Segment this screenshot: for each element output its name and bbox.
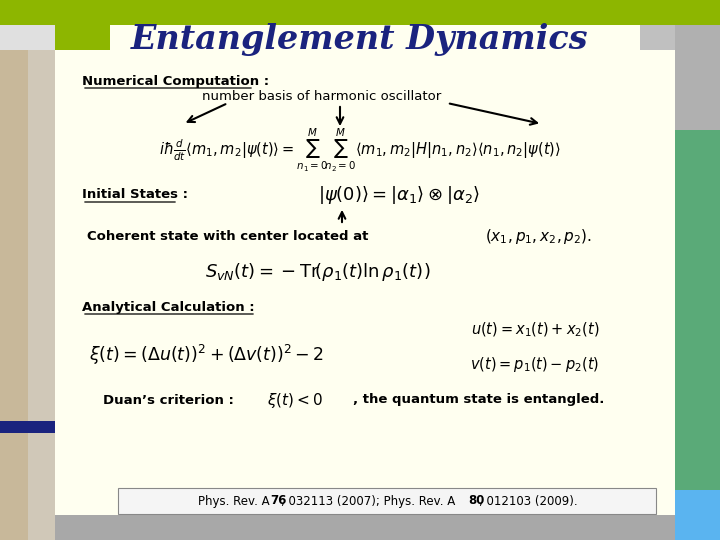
Text: 80: 80 [468,495,485,508]
Text: Phys. Rev. A: Phys. Rev. A [198,495,274,508]
Text: , 032113 (2007); Phys. Rev. A: , 032113 (2007); Phys. Rev. A [281,495,459,508]
Text: , the quantum state is entangled.: , the quantum state is entangled. [353,394,604,407]
Bar [675,0,720,540]
Bar [0,0,28,540]
Text: $|\psi(0)\rangle = |\alpha_1\rangle \otimes |\alpha_2\rangle$: $|\psi(0)\rangle = |\alpha_1\rangle \oti… [318,184,480,206]
Text: $\xi(t) = \left(\Delta u(t)\right)^2 + \left(\Delta v(t)\right)^2 - 2$: $\xi(t) = \left(\Delta u(t)\right)^2 + \… [89,343,325,367]
Text: Duan’s criterion :: Duan’s criterion : [103,394,234,407]
Text: Coherent state with center located at: Coherent state with center located at [87,231,369,244]
Bar [28,50,55,540]
Text: Initial States :: Initial States : [82,188,188,201]
Text: $\xi(t) < 0$: $\xi(t) < 0$ [267,390,323,409]
Text: $v(t) = p_1(t) - p_2(t)$: $v(t) = p_1(t) - p_2(t)$ [470,355,600,375]
Text: Entanglement Dynamics: Entanglement Dynamics [131,24,589,57]
Bar [0,25,55,50]
Text: Numerical Computation :: Numerical Computation : [82,75,269,87]
Text: $S_{vN}(t) = -\mathrm{Tr}\!\left(\rho_1(t)\ln\rho_1(t)\right)$: $S_{vN}(t) = -\mathrm{Tr}\!\left(\rho_1(… [205,261,431,283]
Text: Analytical Calculation :: Analytical Calculation : [82,300,255,314]
Bar [675,490,720,540]
Text: 76: 76 [270,495,287,508]
Bar [640,25,675,50]
Bar [0,421,55,433]
Text: $u(t) = x_1(t) + x_2(t)$: $u(t) = x_1(t) + x_2(t)$ [471,321,599,339]
Bar [675,130,720,490]
Bar [118,488,656,514]
Bar [55,25,110,50]
Text: , 012103 (2009).: , 012103 (2009). [479,495,577,508]
Bar [0,0,720,25]
Text: $i\hbar \frac{d}{dt}\langle m_1,m_2|\psi(t)\rangle = \sum_{n_1=0}^{M}\!\sum_{n_2: $i\hbar \frac{d}{dt}\langle m_1,m_2|\psi… [159,126,561,173]
Text: $(x_1, p_1, x_2, p_2).$: $(x_1, p_1, x_2, p_2).$ [485,227,592,246]
Bar [55,25,675,515]
Text: number basis of harmonic oscillator: number basis of harmonic oscillator [202,91,441,104]
